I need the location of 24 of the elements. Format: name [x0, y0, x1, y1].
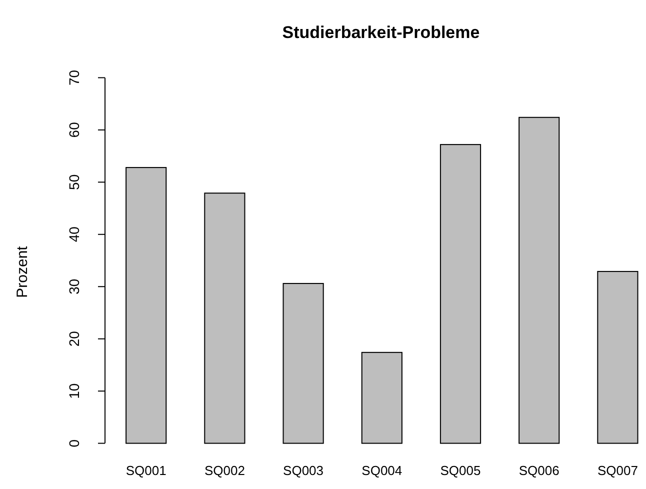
y-tick-label: 10 [66, 383, 82, 399]
x-tick-label: SQ002 [204, 463, 245, 478]
x-tick-label: SQ005 [440, 463, 481, 478]
bar [440, 144, 482, 444]
bar [282, 282, 324, 444]
bar [204, 192, 246, 444]
y-tick-label: 20 [66, 330, 82, 347]
y-tick-label: 40 [66, 226, 82, 242]
bar [126, 167, 167, 444]
y-tick-label: 70 [66, 70, 82, 86]
x-tick-label: SQ007 [597, 463, 638, 478]
y-tick-label: 0 [66, 439, 82, 448]
bar [597, 270, 638, 444]
chart-title: Studierbarkeit-Probleme [282, 23, 480, 42]
x-tick-label: SQ006 [518, 463, 560, 478]
bar [518, 116, 560, 444]
y-axis-title: Prozent [14, 245, 31, 298]
y-tick-label: 60 [66, 122, 82, 138]
x-tick-label: SQ004 [362, 463, 402, 478]
x-tick-label: SQ003 [283, 463, 324, 478]
y-tick-label: 30 [66, 278, 82, 294]
y-tick-label: 50 [66, 174, 82, 190]
x-tick-label: SQ001 [126, 463, 166, 478]
bar [361, 352, 402, 444]
